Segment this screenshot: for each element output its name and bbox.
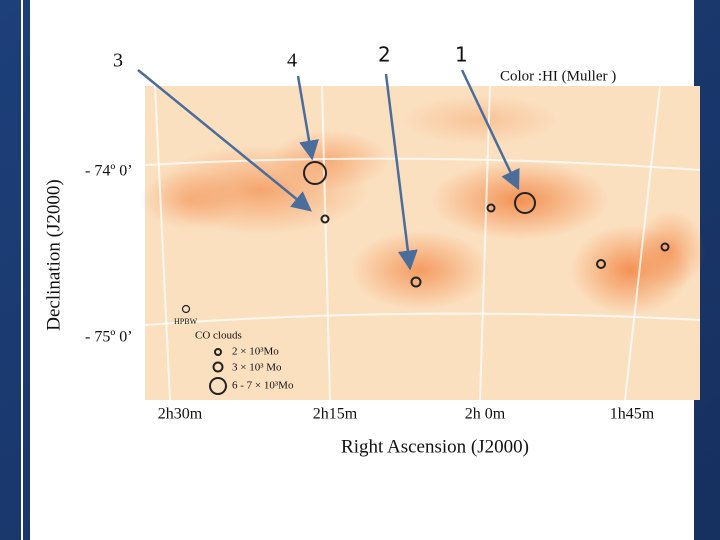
y-tick-label: - 74º 0’ (85, 163, 133, 180)
cloud (410, 276, 422, 288)
arrows (137, 69, 520, 271)
x-axis-title: Right Ascension (J2000) (341, 436, 529, 457)
legend-item: 6 - 7 × 10³Mo (232, 380, 294, 392)
arrow (296, 75, 319, 161)
clouds (181, 161, 670, 395)
arrow (460, 69, 520, 191)
map: HPBW CO clouds 2 × 10³Mo 3 × 10³ Mo 6 - … (140, 85, 705, 401)
y-axis-title: Declination (J2000) (43, 179, 64, 330)
arrow (137, 69, 312, 212)
cloud (320, 214, 330, 224)
x-tick-label: 1h45m (610, 406, 655, 423)
y-tick-label: - 75º 0’ (85, 329, 133, 346)
x-tick-label: 2h 0m (465, 406, 506, 423)
pointer-label: 2 (378, 43, 391, 67)
legend-item: 3 × 10³ Mo (232, 362, 282, 374)
cloud (486, 203, 496, 213)
pointer-label: 4 (287, 50, 297, 72)
cloud (596, 259, 606, 269)
arrow (384, 73, 418, 271)
x-tick-label: 2h30m (158, 406, 203, 423)
cloud (303, 161, 327, 185)
caption: Color :HI (Muller ) (500, 68, 616, 84)
legend-item: 2 × 10³Mo (232, 346, 279, 358)
legend-title: CO clouds (195, 330, 242, 342)
beam-circle (181, 304, 191, 314)
coordinate-grid (144, 85, 701, 401)
pointer-label: 3 (113, 50, 123, 72)
pointer-label: 1 (455, 43, 468, 67)
legend-circle (209, 377, 227, 395)
legend-circle (212, 361, 224, 373)
cloud (660, 242, 670, 252)
cloud (514, 192, 536, 214)
legend-circle (214, 348, 222, 356)
legend-beam: HPBW (174, 317, 198, 326)
x-tick-label: 2h15m (313, 406, 358, 423)
